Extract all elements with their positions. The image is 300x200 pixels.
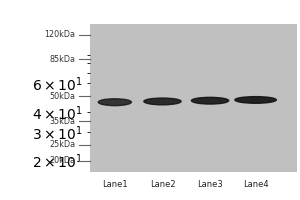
- Ellipse shape: [98, 99, 131, 106]
- Text: 35kDa: 35kDa: [50, 117, 76, 126]
- Text: 85kDa: 85kDa: [50, 55, 76, 64]
- Text: 120kDa: 120kDa: [45, 30, 76, 39]
- Text: Lane3: Lane3: [197, 180, 223, 189]
- Text: Lane2: Lane2: [150, 180, 175, 189]
- Text: Lane4: Lane4: [243, 180, 268, 189]
- Ellipse shape: [191, 97, 229, 104]
- Text: 25kDa: 25kDa: [50, 140, 76, 149]
- Text: 50kDa: 50kDa: [50, 92, 76, 101]
- Text: Lane1: Lane1: [102, 180, 128, 189]
- Ellipse shape: [235, 97, 276, 103]
- Text: 20kDa: 20kDa: [50, 156, 76, 165]
- Ellipse shape: [144, 98, 181, 105]
